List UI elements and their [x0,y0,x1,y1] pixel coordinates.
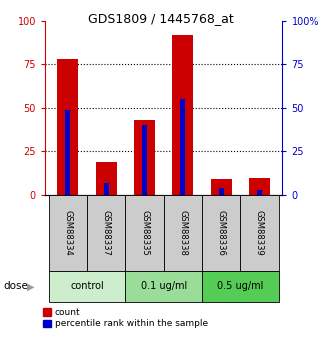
Text: GSM88338: GSM88338 [178,210,187,256]
Text: GSM88339: GSM88339 [255,210,264,256]
Bar [134,120,155,195]
Bar [49,195,87,271]
Bar [257,190,262,195]
Bar [202,195,240,271]
Bar [172,34,194,195]
Text: GDS1809 / 1445768_at: GDS1809 / 1445768_at [88,12,233,25]
Text: dose: dose [3,282,28,291]
Text: ▶: ▶ [27,282,34,291]
Bar [164,195,202,271]
Text: GSM88337: GSM88337 [102,210,111,256]
Text: 0.5 ug/ml: 0.5 ug/ml [217,282,264,291]
Bar [211,179,232,195]
Text: GSM88335: GSM88335 [140,210,149,256]
Bar [202,271,279,302]
Bar [219,188,224,195]
Bar [240,195,279,271]
Bar [49,271,126,302]
Bar [65,110,70,195]
Bar [87,195,126,271]
Legend: count, percentile rank within the sample: count, percentile rank within the sample [43,308,208,328]
Text: control: control [70,282,104,291]
Bar [249,178,270,195]
Text: 0.1 ug/ml: 0.1 ug/ml [141,282,187,291]
Text: GSM88334: GSM88334 [64,210,73,256]
Bar [104,183,109,195]
Bar [180,99,185,195]
Bar [142,125,147,195]
Bar [96,162,117,195]
Bar [126,271,202,302]
Bar [57,59,78,195]
Text: GSM88336: GSM88336 [217,210,226,256]
Bar [126,195,164,271]
